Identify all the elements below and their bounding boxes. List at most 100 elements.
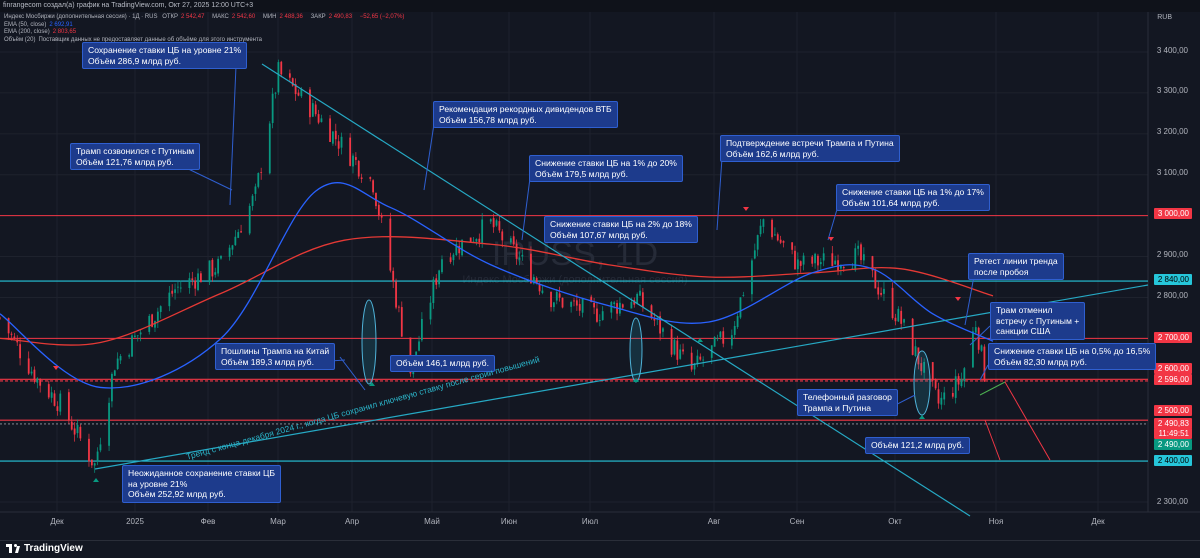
candle-body (779, 239, 782, 243)
candle-body (309, 89, 311, 118)
candle-body (550, 291, 552, 308)
candle-body (73, 428, 76, 435)
currency-label: RUB (1157, 14, 1172, 21)
annotation-phone-call[interactable]: Телефонный разговор Трампа и Путина (797, 389, 898, 416)
candle-body (171, 290, 174, 294)
candle-body (782, 240, 785, 243)
candle-body (860, 244, 862, 261)
trendline-drawings (53, 63, 1149, 517)
volume-ellipse (913, 350, 931, 416)
candle-body (352, 155, 354, 167)
candle-body (280, 61, 283, 75)
time-label: Фев (200, 517, 216, 526)
annotation-rate-hold-21[interactable]: Сохранение ставки ЦБ на уровне 21% Объём … (82, 42, 248, 69)
price-tick: 2 900,00 (1156, 250, 1188, 259)
annotation-meeting-cancelled[interactable]: Трам отменил встречу с Путиным + санкции С… (990, 302, 1086, 340)
candle-body (131, 335, 133, 357)
candle-body (822, 253, 825, 261)
chart-header: finrangecom создал(а) график на TradingV… (0, 0, 1200, 12)
candle-body (392, 270, 395, 282)
candle-body (93, 463, 96, 466)
annotation-trump-call[interactable]: Трамп созвонился с Путиным Объём 121,76 м… (70, 143, 201, 170)
candle-body (254, 186, 257, 194)
candle-body (911, 318, 914, 355)
down-arrow-icon (955, 297, 961, 301)
candle-body (972, 331, 974, 368)
ema200-legend[interactable]: EMA (200, close) 2 803,65 (4, 29, 77, 35)
candle-body (980, 345, 983, 351)
annotation-china-tariffs[interactable]: Пошлины Трампа на Китай Объём 189,3 млрд … (215, 343, 336, 370)
candle-body (762, 219, 765, 227)
candle-body (774, 234, 776, 236)
candle-body (897, 308, 900, 322)
price-tick: 2 800,00 (1156, 291, 1188, 300)
candle-body (291, 78, 294, 86)
candle-body (297, 92, 300, 96)
annotation-rate-cut-17[interactable]: Снижение ставки ЦБ на 1% до 17% Объём 101… (836, 184, 990, 211)
candle-body (418, 341, 420, 351)
candle-body (903, 319, 905, 323)
annotation-rate-cut-20[interactable]: Снижение ставки ЦБ на 1% до 20% Объём 179… (529, 155, 683, 182)
ema50-legend[interactable]: EMA (50, close) 2 692,91 (4, 21, 73, 28)
volume-ellipse (361, 299, 377, 385)
candle-body (653, 318, 656, 321)
ohlc-low: МИН 2 488,36 (262, 14, 303, 20)
candle-body (937, 389, 940, 404)
candle-body (512, 236, 515, 245)
candle-body (99, 444, 102, 451)
candle-body (231, 245, 234, 250)
annotation-volume-146[interactable]: Объём 146,1 млрд руб. (390, 355, 495, 372)
level-badge-2500: 2 500,00 (1154, 405, 1192, 416)
annotation-rate-cut-16-5[interactable]: Снижение ставки ЦБ на 0,5% до 16,5% Объём… (988, 343, 1157, 370)
tradingview-logo[interactable]: TradingView (6, 543, 83, 554)
candle-body (880, 292, 882, 295)
candle-body (59, 393, 62, 412)
candle-body (759, 225, 762, 235)
candle-body (257, 173, 260, 187)
candle-body (332, 131, 334, 144)
candle-body (449, 257, 452, 262)
annotation-trend-retest[interactable]: Ретест линии тренда после пробоя (968, 253, 1064, 280)
candle-body (871, 256, 874, 271)
candle-body (334, 130, 337, 140)
candle-body (943, 392, 946, 400)
candle-body (194, 280, 197, 289)
candle-body (88, 438, 90, 462)
candle-body (575, 300, 578, 306)
annotation-volume-121[interactable]: Объём 121,2 млрд руб. (865, 437, 970, 454)
candle-body (461, 239, 463, 256)
volume-legend[interactable]: Объём (20) Поставщик данных не предоставл… (4, 36, 262, 43)
candle-body (538, 284, 541, 292)
candle-body (415, 351, 418, 356)
candle-body (796, 259, 799, 270)
ohlc-high: МАКС 2 542,60 (212, 14, 256, 20)
candle-body (535, 278, 538, 284)
candle-body (360, 177, 363, 179)
candle-body (191, 278, 194, 281)
candle-body (400, 307, 403, 337)
candle-body (699, 356, 702, 360)
candle-body (920, 363, 923, 372)
candle-body (555, 291, 558, 301)
candle-body (630, 301, 633, 309)
candle-body (214, 272, 217, 275)
candle-body (372, 180, 374, 193)
level-badge-2400: 2 400,00 (1154, 455, 1192, 466)
candle-body (288, 73, 291, 78)
watermark-name: Индекс Мосбиржи (дополнительная сессия) (462, 274, 687, 286)
candle-body (819, 262, 822, 265)
candle-body (570, 302, 573, 307)
annotation-rate-cut-18[interactable]: Снижение ставки ЦБ на 2% до 18% Объём 107… (544, 216, 698, 243)
price-tick: 3 400,00 (1156, 46, 1188, 55)
candle-body (851, 268, 854, 270)
annotation-meeting-confirmed[interactable]: Подтверждение встречи Трампа и Путина Объ… (720, 135, 900, 162)
candle-body (596, 308, 598, 322)
callout-pointer (716, 157, 723, 231)
candle-body (179, 287, 182, 289)
candle-body (696, 355, 699, 364)
annotation-surprise-hold-21[interactable]: Неожиданное сохранение ставки ЦБ на уровн… (122, 465, 282, 503)
candle-body (475, 238, 478, 242)
annotation-vtb-dividends[interactable]: Рекомендация рекордных дивидендов ВТБ Объ… (433, 101, 618, 128)
candle-body (515, 243, 518, 259)
candle-body (963, 368, 966, 382)
